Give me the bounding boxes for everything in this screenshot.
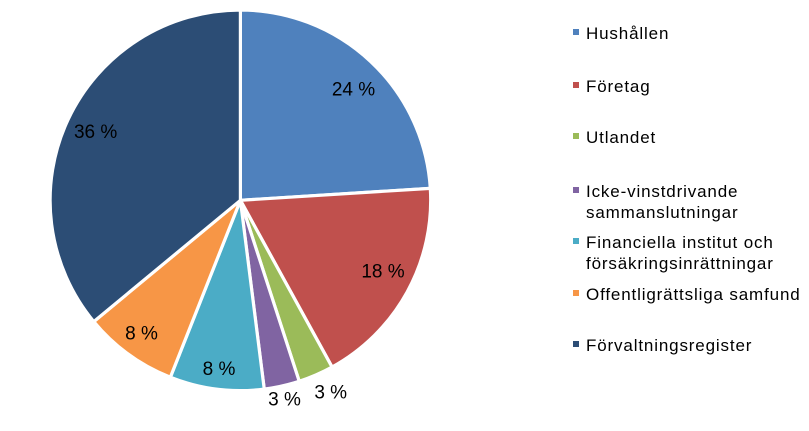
svg-text:18 %: 18 % xyxy=(361,262,404,283)
svg-text:8 %: 8 % xyxy=(125,324,158,345)
svg-text:24 %: 24 % xyxy=(332,80,375,101)
svg-text:3 %: 3 % xyxy=(268,390,301,411)
svg-text:8 %: 8 % xyxy=(203,359,236,380)
svg-text:3 %: 3 % xyxy=(314,383,347,404)
svg-text:36 %: 36 % xyxy=(74,122,117,143)
